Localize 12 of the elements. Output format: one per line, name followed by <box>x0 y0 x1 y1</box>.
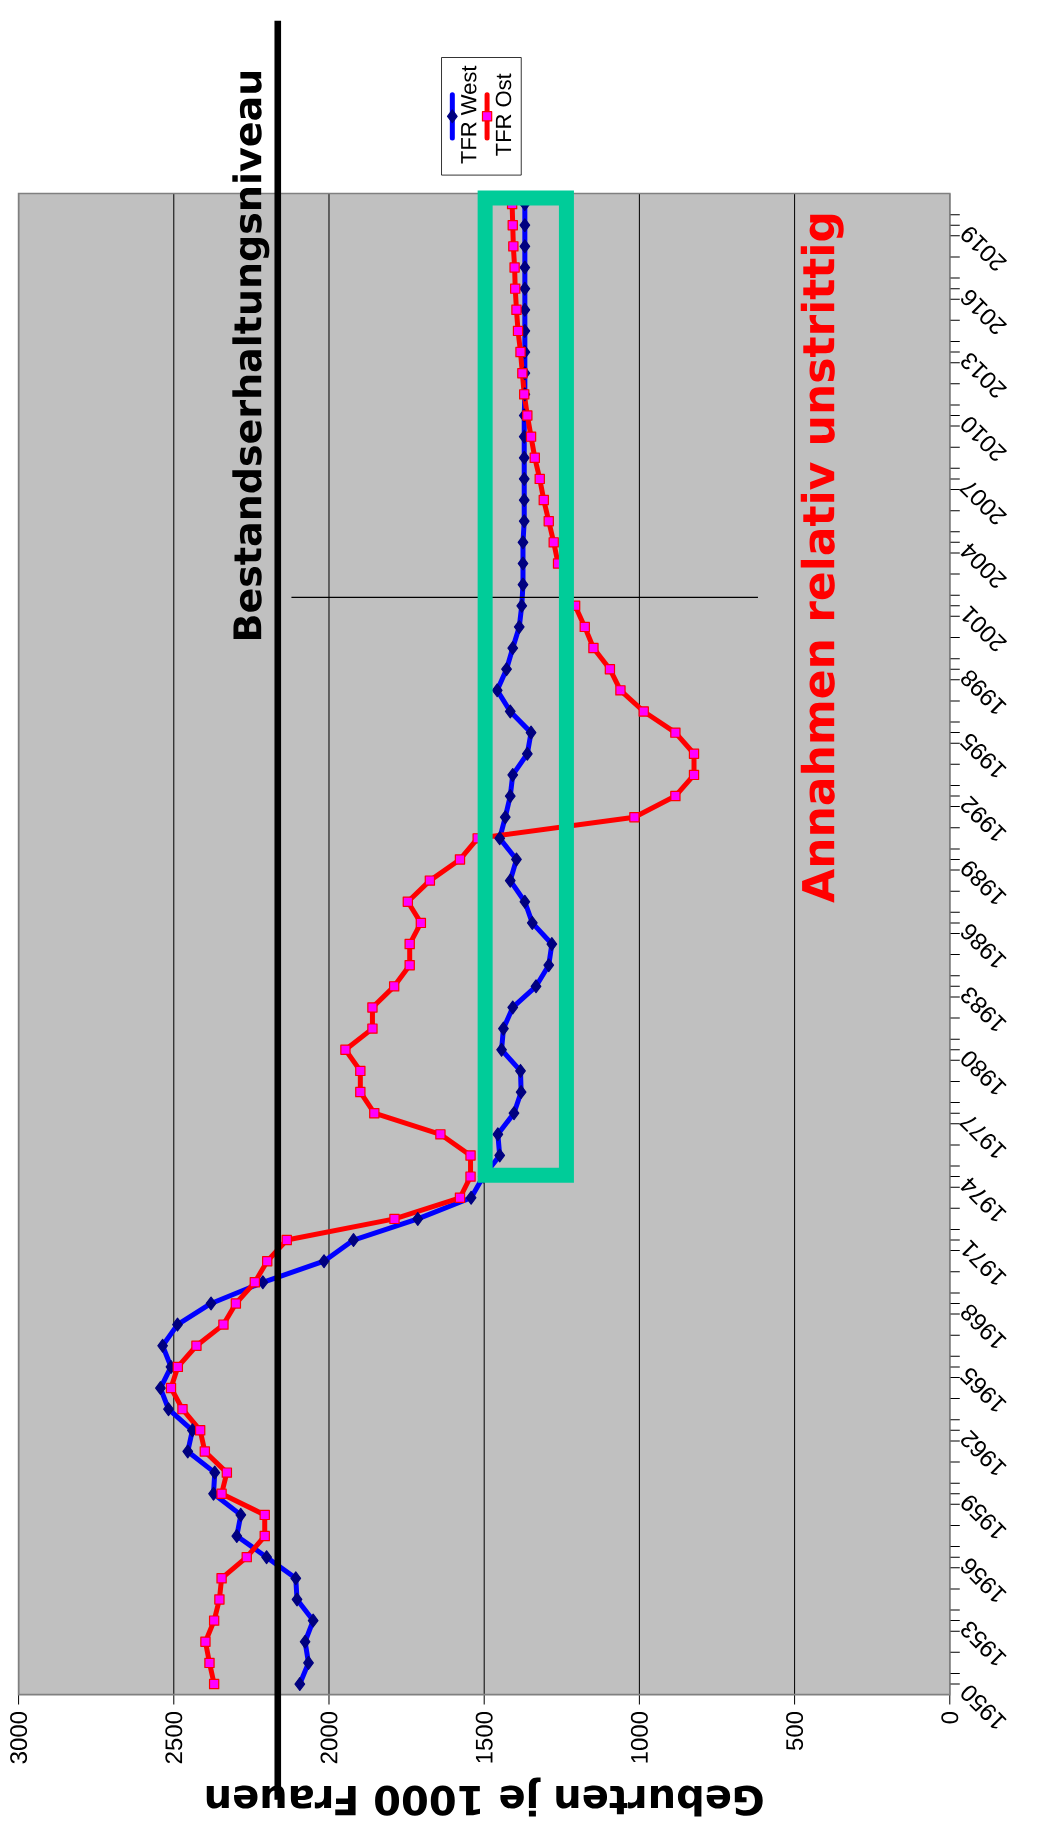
ref-line-label: Bestandserhaltungsniveau <box>232 71 270 639</box>
x-tick-label: 500 <box>786 1711 804 1751</box>
legend-label: TFR West <box>461 65 477 164</box>
x-tick-label: 2500 <box>165 1711 183 1764</box>
x-tick-label: 1000 <box>630 1711 648 1763</box>
x-tick-label: 2000 <box>320 1711 338 1764</box>
x-tick-label: 1500 <box>475 1711 493 1763</box>
x-tick-label: 0 <box>941 1711 959 1724</box>
x-axis-title: Geburten je 1000 Frauen <box>206 1777 763 1817</box>
legend-label: TFR Ost <box>495 73 512 156</box>
annotation: Annahmen relativ unstrittig <box>800 214 844 903</box>
x-tick-label: 3000 <box>10 1711 28 1764</box>
